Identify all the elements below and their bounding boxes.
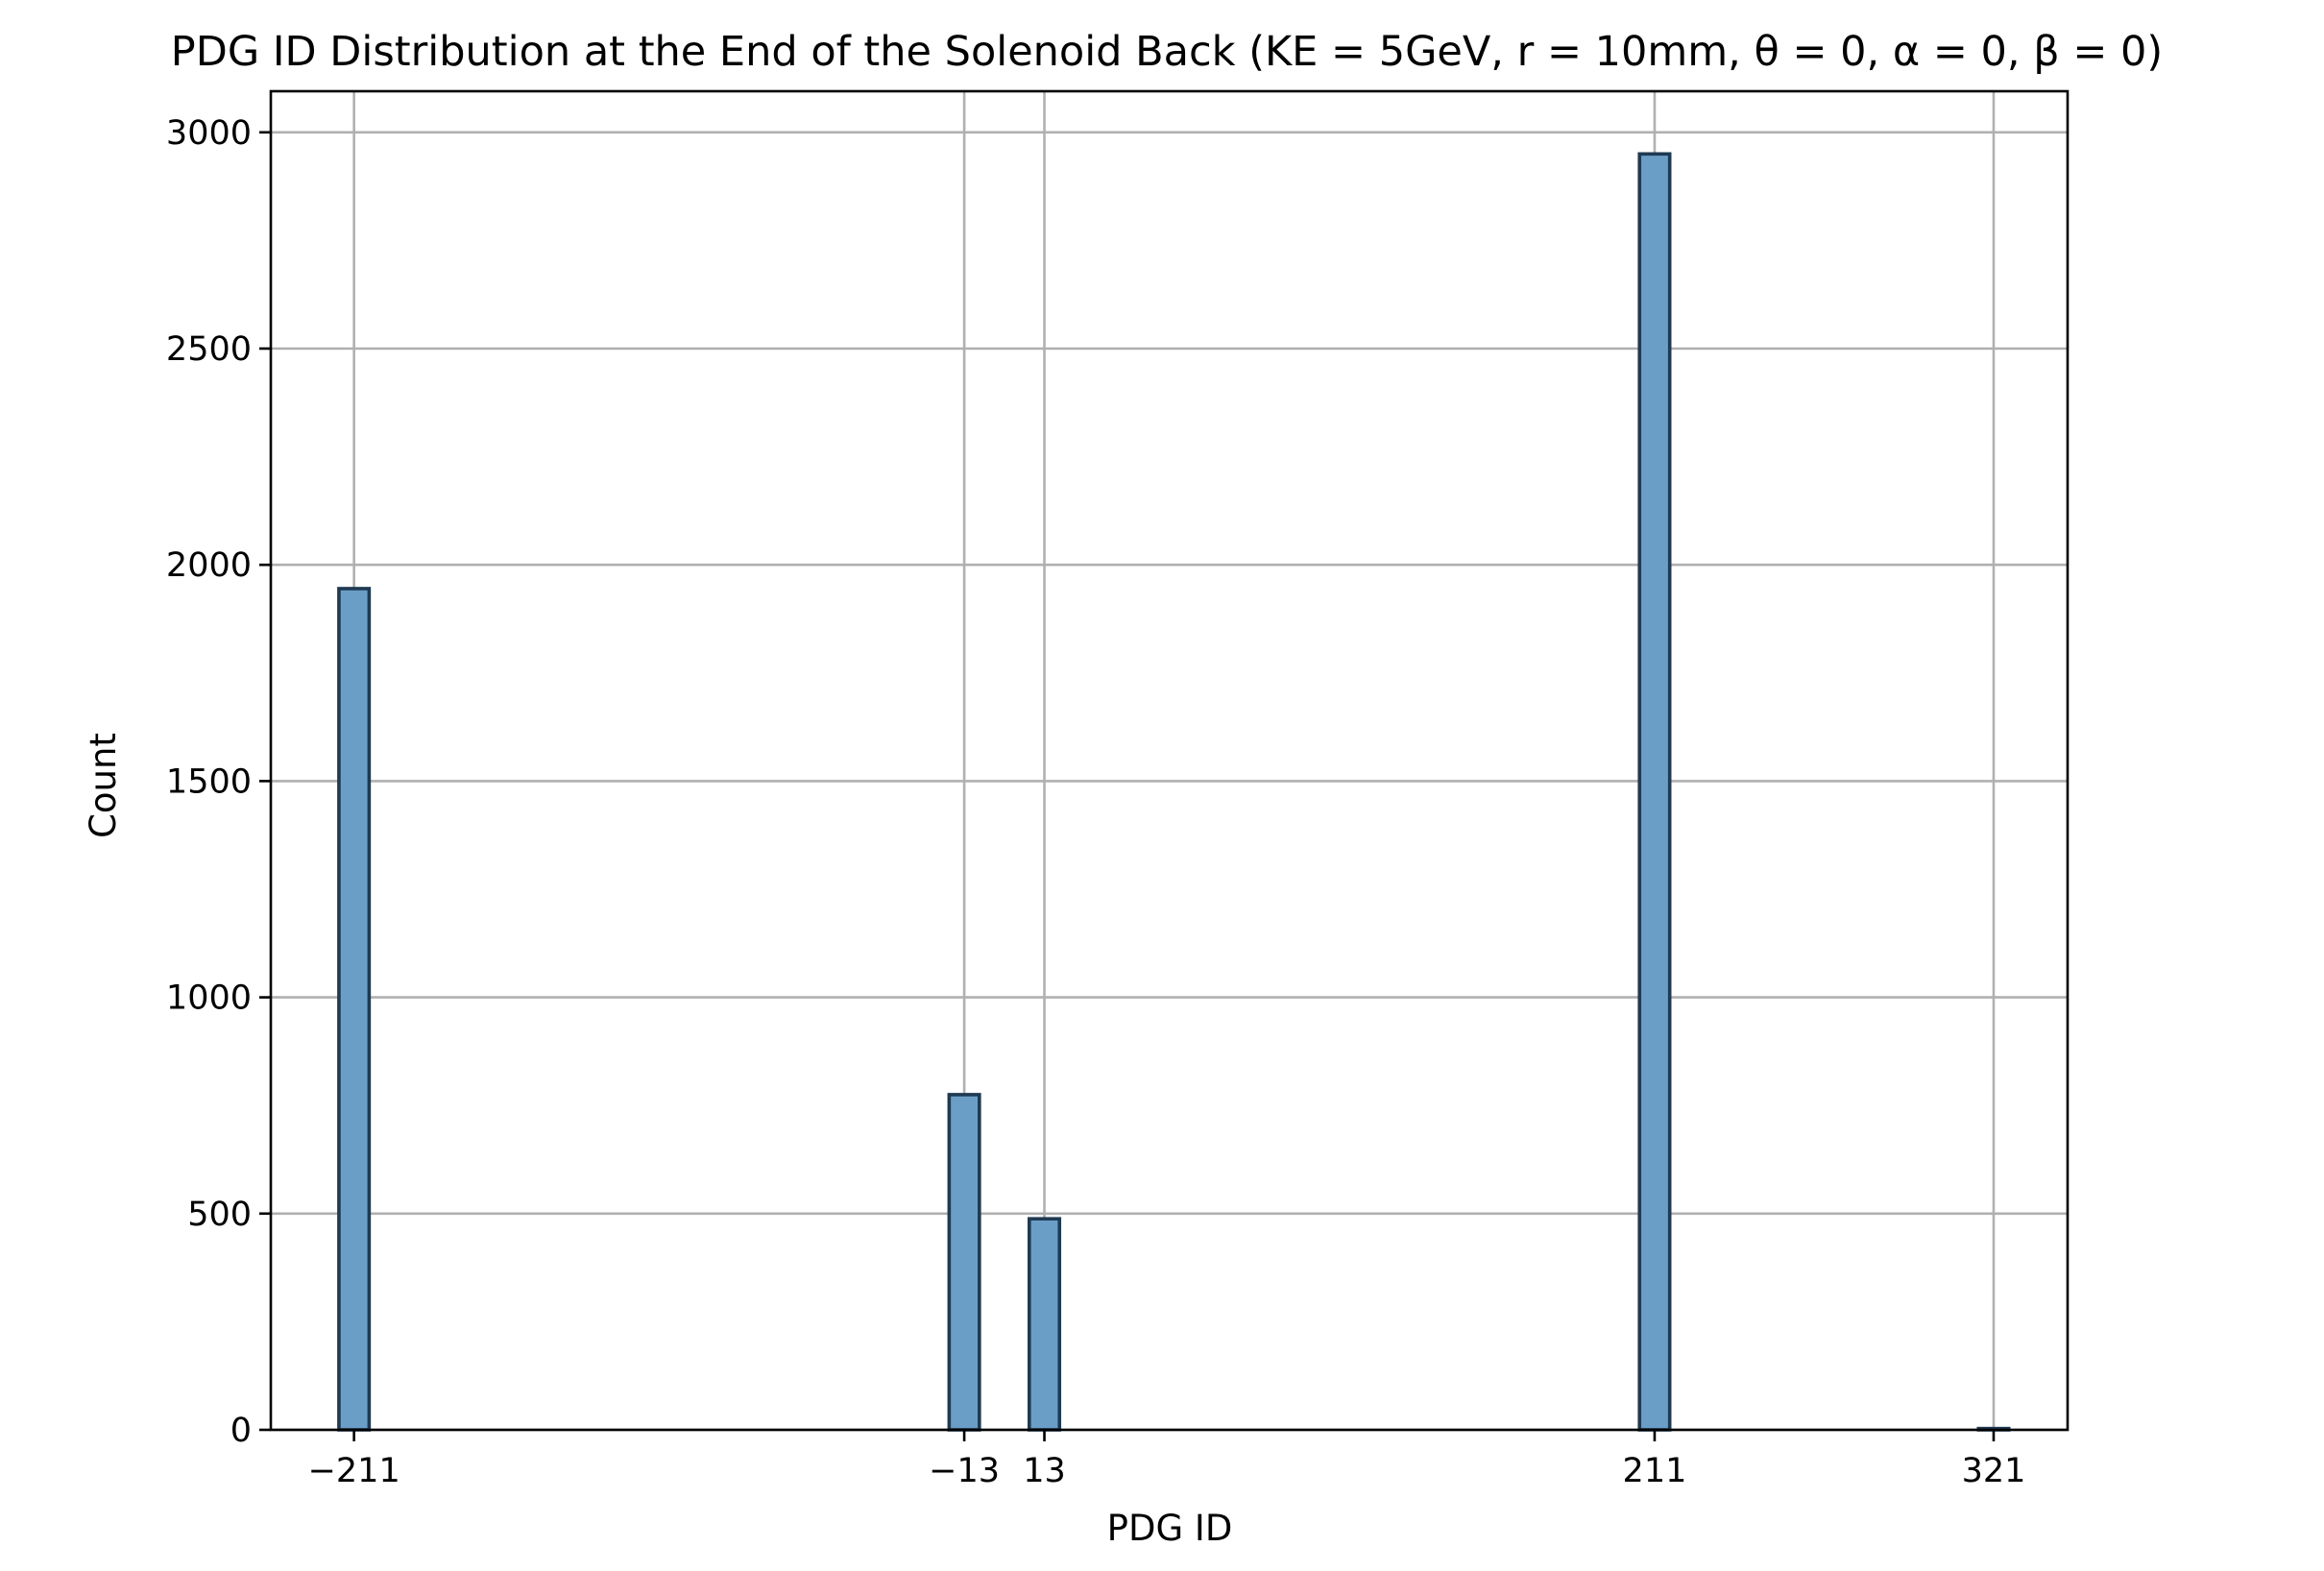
y-tick-label: 3000 — [166, 114, 252, 153]
x-axis-ticks: −211 −13 13 211 321 — [308, 1430, 2026, 1490]
x-tick-label: −211 — [308, 1452, 400, 1490]
bar — [1637, 152, 1672, 1432]
y-tick-label: 1500 — [166, 762, 252, 801]
bar — [947, 1093, 981, 1432]
x-axis-label: PDG ID — [1107, 1508, 1233, 1549]
bars-group — [337, 152, 2011, 1432]
y-tick-label: 500 — [187, 1196, 252, 1234]
bar — [1027, 1217, 1062, 1432]
y-tick-label: 1000 — [166, 979, 252, 1018]
plot-frame — [269, 89, 2070, 1432]
grid-lines — [271, 91, 2068, 1432]
x-tick-label: 13 — [1023, 1452, 1066, 1490]
y-axis-ticks: 0 500 1000 1500 2000 2500 3000 — [166, 114, 271, 1450]
bar — [337, 587, 372, 1432]
y-tick-label: 2000 — [166, 546, 252, 585]
y-tick-label: 0 — [230, 1412, 252, 1450]
x-tick-label: 211 — [1623, 1452, 1687, 1490]
y-tick-label: 2500 — [166, 330, 252, 369]
chart-title: PDG ID Distribution at the End of the So… — [171, 28, 2163, 76]
x-tick-label: 321 — [1962, 1452, 2026, 1490]
x-tick-label: −13 — [929, 1452, 1000, 1490]
y-axis-label: Count — [83, 733, 124, 838]
